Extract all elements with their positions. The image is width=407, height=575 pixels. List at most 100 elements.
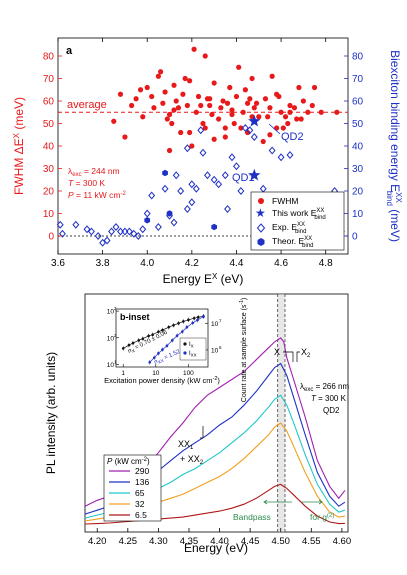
y-tick-label-left: 70 — [43, 74, 55, 85]
legend-label-6-5: 6.5 — [135, 510, 147, 520]
ixx-point — [153, 356, 156, 359]
y-tick-label-left: 60 — [43, 97, 55, 108]
fwhm-point — [233, 93, 240, 100]
fwhm-point — [164, 116, 170, 122]
fwhm-point — [265, 114, 271, 120]
exp-binding-point — [130, 229, 138, 238]
fwhm-point — [231, 120, 237, 127]
y-tick-label-right: 20 — [352, 187, 364, 198]
ixx-point — [180, 330, 184, 333]
fwhm-point — [229, 107, 235, 113]
fwhm-point — [166, 147, 173, 154]
fwhm-point — [166, 111, 173, 118]
exp-binding-point — [259, 184, 267, 193]
x-tick-label: 4.8 — [319, 258, 333, 269]
y-tick-label-left: 30 — [43, 164, 55, 175]
legend-exp-label: Exp. EXX bind — [272, 222, 306, 235]
fwhm-point — [195, 93, 202, 100]
panel-a-xlabel: Energy EX (eV) — [163, 272, 244, 286]
exp-binding-point — [286, 151, 294, 159]
x-tick-label: 4.4 — [230, 258, 244, 269]
fwhm-point — [149, 93, 155, 100]
y-tick-label-right: 10 — [352, 209, 364, 220]
fwhm-point — [117, 91, 124, 97]
panel-b-temp-annotation: T = 300 K — [311, 394, 347, 403]
fwhm-point — [209, 111, 215, 118]
ix-point — [121, 347, 125, 350]
fwhm-point — [287, 109, 293, 115]
y-tick-label-left: 10 — [43, 209, 55, 220]
ix-point — [182, 320, 185, 323]
panel-a-legend: FWHM ★ This work EXX bind Exp. EXX bind Th… — [250, 191, 345, 251]
fwhm-point — [178, 129, 184, 136]
panel-b-legend-box — [103, 454, 162, 522]
fwhm-point — [251, 105, 257, 111]
exp-binding-point — [112, 223, 120, 231]
inset-x-tick-label: 10 — [152, 370, 160, 377]
inset-right-tick-exponent: 6 — [219, 345, 222, 350]
inset-x-tick-label: 100 — [183, 370, 194, 377]
panel-b-x2-bracket — [296, 351, 300, 362]
exp-binding-point — [143, 209, 151, 218]
fwhm-point — [267, 105, 273, 111]
ix-point — [147, 334, 150, 338]
ix-point — [137, 339, 141, 342]
y-tick-label-right: 40 — [352, 142, 364, 153]
panel-b-xlabel: Energy (eV) — [184, 541, 248, 555]
ixx-point — [185, 325, 189, 329]
x-tick-label: 4.2 — [185, 258, 199, 269]
panel-b-legend-title: P (kW cm-2) — [107, 457, 150, 466]
exp-binding-point — [210, 175, 218, 184]
fwhm-point — [129, 102, 135, 109]
fwhm-point — [189, 143, 195, 149]
ixx-point — [175, 334, 179, 337]
fwhm-point — [287, 102, 293, 109]
fwhm-point — [162, 89, 168, 95]
exp-binding-point — [250, 133, 258, 141]
x-tick-label: 4.45 — [241, 536, 260, 547]
inset-y-tick-label: 10 — [107, 309, 115, 316]
exp-binding-point — [237, 187, 245, 195]
fwhm-point — [278, 109, 284, 115]
inset-y-tick-exponent: 1 — [114, 359, 117, 364]
panel-a-lambda-annotation: λexc = 244 nm — [68, 166, 120, 178]
fwhm-point — [187, 129, 193, 136]
fwhm-point — [311, 84, 318, 91]
fwhm-point — [218, 105, 224, 111]
x-tick-label: 3.6 — [51, 258, 65, 269]
exp-binding-point — [103, 236, 111, 245]
fwhm-point — [224, 100, 231, 106]
panel-b-xx2-label: + XX2 — [180, 454, 204, 466]
ixx-point — [202, 315, 205, 318]
panel-b-qd-annotation: QD2 — [323, 406, 340, 415]
x-tick-label: 4.35 — [180, 536, 199, 547]
fwhm-point — [184, 102, 190, 109]
inset-right-tick-label: 10 — [211, 321, 219, 328]
y-tick-label-left: 20 — [43, 187, 55, 198]
legend-theor-marker — [257, 238, 265, 246]
fwhm-point — [276, 93, 282, 100]
ix-point — [172, 323, 175, 327]
ix-point — [141, 337, 145, 341]
x-tick-label: 4.30 — [149, 536, 168, 547]
legend-this-work-marker: ★ — [255, 206, 266, 220]
panel-a-qd1-label: QD1 — [232, 172, 255, 184]
x-tick-label: 4.40 — [210, 536, 229, 547]
fwhm-point — [240, 109, 246, 115]
fwhm-point — [298, 116, 304, 122]
theor-binding-point — [211, 223, 218, 231]
legend-fwhm-label: FWHM — [272, 196, 298, 206]
panel-a: 3.6 3.8 4.0 4.2 4.4 4.6 4.8 0 10 20 30 40 50 60 70 80 0 1… — [12, 37, 403, 286]
fwhm-point — [309, 102, 315, 109]
ix-point — [131, 341, 135, 345]
fwhm-point — [137, 87, 144, 93]
ixx-point — [157, 352, 160, 355]
y-tick-label-left: 40 — [43, 142, 55, 153]
panel-b-x2-label: X2 — [301, 347, 311, 359]
legend-label-290: 290 — [135, 466, 149, 476]
y-tick-label-right: 60 — [352, 97, 364, 108]
fwhm-point — [211, 80, 217, 86]
fwhm-point — [158, 69, 164, 75]
